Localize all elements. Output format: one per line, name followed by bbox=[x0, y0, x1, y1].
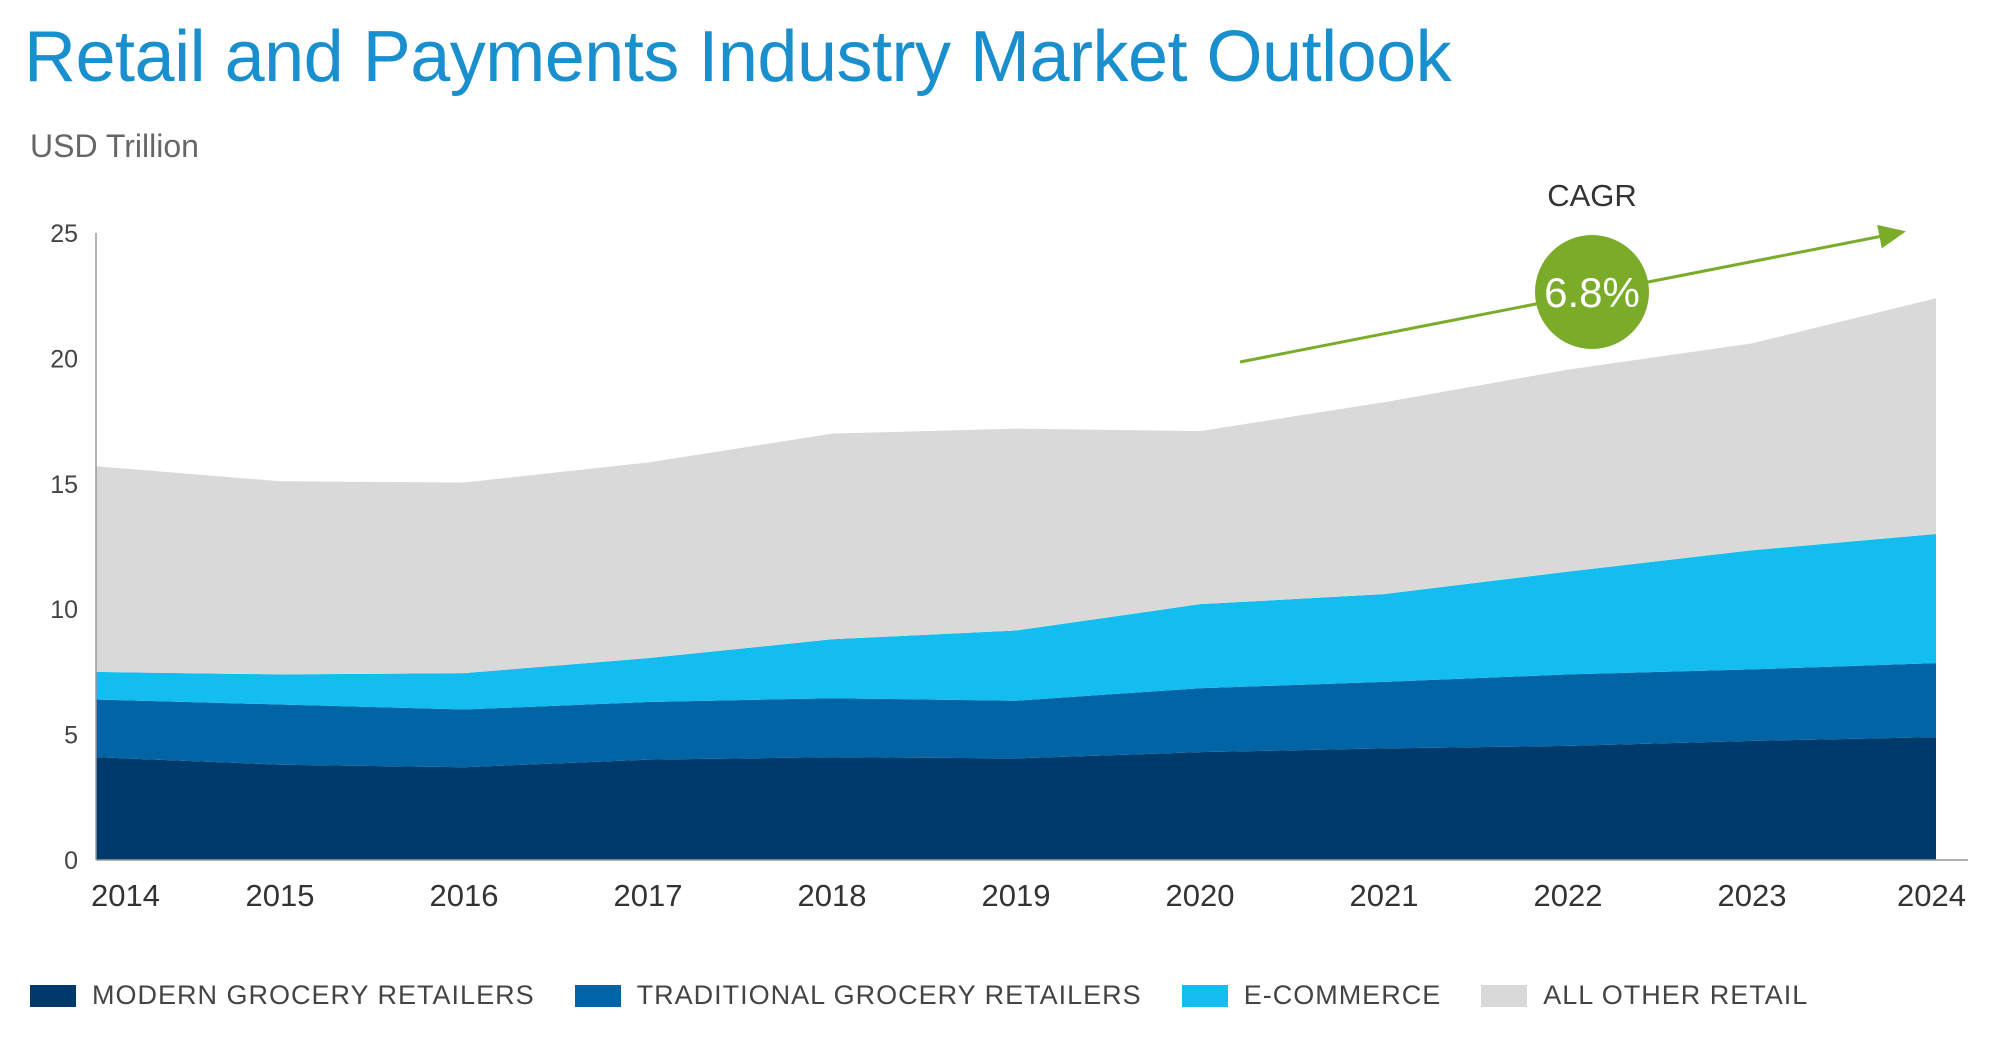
x-tick-label: 2024 bbox=[1897, 878, 1966, 913]
x-tick-label: 2016 bbox=[430, 878, 499, 913]
cagr-label: CAGR bbox=[1547, 178, 1637, 213]
legend-item: MODERN GROCERY RETAILERS bbox=[30, 980, 535, 1011]
legend-swatch bbox=[574, 984, 621, 1007]
y-tick-label: 20 bbox=[50, 345, 78, 373]
y-tick-label: 5 bbox=[64, 722, 78, 750]
x-tick-labels: 2014 2015 2016 2017 2018 2019 2020 2021 2022 2023… bbox=[91, 878, 1966, 913]
x-tick-label: 2019 bbox=[982, 878, 1051, 913]
legend-item: ALL OTHER RETAIL bbox=[1481, 980, 1808, 1011]
area-series-1 bbox=[96, 737, 1936, 860]
x-tick-label: 2014 bbox=[91, 878, 160, 913]
page-title: Retail and Payments Industry Market Outl… bbox=[24, 17, 1452, 97]
legend-label: MODERN GROCERY RETAILERS bbox=[92, 980, 535, 1010]
legend-label: E-COMMERCE bbox=[1243, 980, 1442, 1010]
legend-label: TRADITIONAL GROCERY RETAILERS bbox=[636, 980, 1142, 1010]
area-series-4 bbox=[96, 298, 1936, 675]
x-tick-label: 2015 bbox=[246, 878, 315, 913]
chart-unit-label: USD Trillion bbox=[30, 128, 199, 164]
legend-label: ALL OTHER RETAIL bbox=[1543, 980, 1809, 1010]
legend-item: TRADITIONAL GROCERY RETAILERS bbox=[574, 980, 1142, 1011]
x-tick-label: 2023 bbox=[1718, 878, 1787, 913]
x-tick-label: 2017 bbox=[614, 878, 683, 913]
cagr-badge bbox=[1535, 235, 1649, 349]
x-tick-label: 2021 bbox=[1350, 878, 1419, 913]
y-tick-labels: 0 5 10 15 20 25 bbox=[50, 220, 78, 875]
y-tick-label: 15 bbox=[50, 471, 78, 499]
legend-item: E-COMMERCE bbox=[1181, 980, 1442, 1011]
y-tick-label: 10 bbox=[50, 596, 78, 624]
area-layers bbox=[96, 298, 1936, 860]
y-tick-label: 25 bbox=[50, 220, 78, 248]
x-tick-label: 2018 bbox=[798, 878, 867, 913]
x-tick-label: 2022 bbox=[1534, 878, 1603, 913]
cagr-value: 6.8% bbox=[1544, 269, 1640, 316]
legend-swatch bbox=[1181, 984, 1228, 1007]
cagr-annotation: 6.8% CAGR bbox=[1239, 178, 1906, 364]
area-series-2 bbox=[96, 663, 1936, 768]
legend-swatch bbox=[30, 984, 76, 1007]
y-tick-label: 0 bbox=[64, 847, 78, 875]
legend: MODERN GROCERY RETAILERS TRADITIONAL GROC… bbox=[30, 980, 1848, 1011]
x-tick-label: 2020 bbox=[1166, 878, 1235, 913]
legend-swatch bbox=[1481, 984, 1528, 1007]
